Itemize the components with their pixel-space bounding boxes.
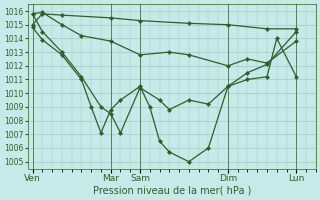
X-axis label: Pression niveau de la mer( hPa ): Pression niveau de la mer( hPa ) [92,186,251,196]
